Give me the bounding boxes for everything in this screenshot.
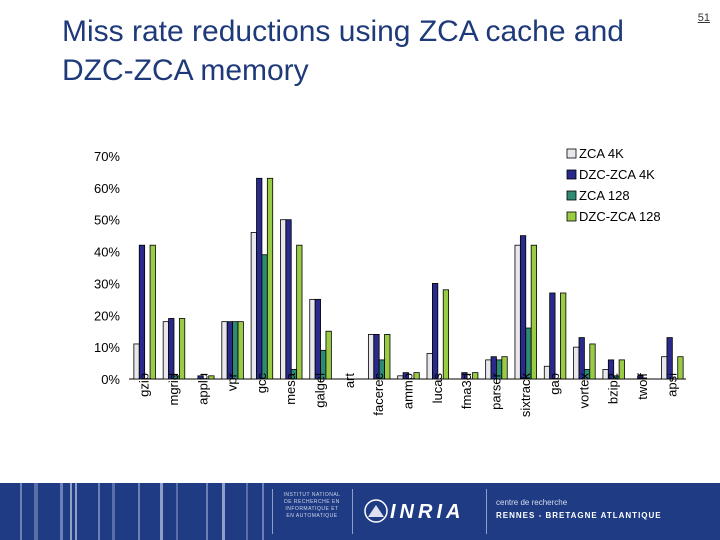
bar (514, 244, 521, 380)
bar (285, 219, 292, 380)
bar (226, 321, 234, 380)
y-tick-label: 70% (94, 149, 120, 164)
bar (256, 177, 263, 380)
x-tick-label: ammp (401, 373, 416, 409)
bar (309, 298, 316, 380)
bar (221, 321, 228, 380)
x-tick-label: gcc (254, 373, 269, 394)
bar (472, 372, 479, 380)
bar (442, 289, 450, 380)
footer-bar: INSTITUT NATIONAL DE RECHERCHE EN INFORM… (0, 483, 720, 540)
y-tick-label: 10% (94, 340, 120, 355)
x-tick-label: bzip2 (606, 373, 621, 404)
x-tick-label: apsi (664, 373, 679, 397)
y-tick-label: 20% (94, 308, 120, 323)
decorative-stripes (20, 483, 264, 540)
slide-title: Miss rate reductions using ZCA cache and… (62, 15, 624, 87)
footer-divider (352, 489, 353, 534)
x-tick-label: galgel (313, 373, 328, 408)
centre-name: RENNES - BRETAGNE ATLANTIQUE (496, 511, 662, 520)
footer-divider (486, 489, 487, 534)
bar (197, 375, 204, 380)
y-tick-label: 30% (94, 276, 120, 291)
bar (325, 330, 332, 380)
x-tick-label: mgrid (166, 373, 181, 406)
bar (296, 244, 303, 380)
inria-logo-icon (364, 499, 388, 523)
page-number: 51 (697, 12, 710, 24)
bar (618, 359, 625, 380)
centre-label: centre de recherche (496, 498, 568, 507)
x-tick-label: parser (488, 372, 503, 410)
bar (530, 244, 537, 380)
bar (208, 375, 215, 380)
bar (373, 333, 380, 380)
x-tick-label: fma3d (459, 373, 474, 409)
bar (666, 337, 673, 380)
x-tick-label: lucas (430, 373, 445, 404)
x-tick-label: art (342, 373, 357, 389)
bar (589, 343, 596, 380)
y-tick-label: 40% (94, 245, 120, 260)
bar (250, 232, 257, 380)
bar (138, 244, 146, 380)
institute-name: INSTITUT NATIONAL DE RECHERCHE EN INFORM… (283, 492, 341, 519)
bar (677, 356, 684, 380)
bar (384, 333, 391, 380)
bar (402, 372, 409, 380)
legend-swatch (566, 169, 577, 180)
bar (578, 337, 585, 380)
x-tick-label: gzip (137, 373, 152, 397)
y-tick-label: 60% (94, 181, 120, 196)
y-tick-label: 50% (94, 213, 120, 228)
bar (261, 254, 268, 380)
bar (162, 321, 169, 380)
bar (168, 318, 175, 380)
legend-label: ZCA 128 (579, 188, 630, 203)
x-tick-label: applu (195, 373, 210, 405)
x-tick-label: vortex (576, 373, 591, 409)
footer-divider (272, 489, 273, 534)
x-tick-label: twolf (635, 373, 650, 400)
x-tick-label: gap (547, 373, 562, 395)
bar (149, 244, 156, 380)
legend-label: ZCA 4K (579, 146, 624, 161)
bar (607, 359, 615, 380)
x-tick-label: vpr (225, 372, 240, 391)
bar (432, 283, 439, 380)
legend-label: DZC-ZCA 128 (579, 209, 661, 224)
bar (560, 292, 567, 380)
bar (525, 327, 532, 380)
bar (413, 372, 420, 380)
legend-swatch (566, 211, 577, 222)
bar (280, 219, 287, 380)
bar (501, 356, 508, 380)
bar (314, 298, 321, 380)
bar (178, 318, 186, 380)
bar (549, 292, 556, 380)
legend-swatch (566, 190, 577, 201)
y-tick-label: 0% (101, 372, 120, 387)
bar (237, 321, 244, 380)
bar (519, 235, 527, 380)
bar (637, 375, 644, 380)
legend-label: DZC-ZCA 4K (579, 167, 655, 182)
legend-swatch (566, 148, 577, 159)
bar (367, 333, 375, 380)
bar (232, 321, 239, 380)
x-tick-label: sixtrack (518, 373, 533, 418)
bar (461, 372, 468, 380)
brand-logotype: INRIA (390, 501, 465, 523)
x-tick-label: facerec (371, 373, 386, 416)
x-tick-label: mesa (283, 372, 298, 405)
bar (266, 177, 274, 380)
bar-chart: 0% 10% 20% 30% 40% 50% 60% 70% gzip mgrid applu vpr… (94, 146, 686, 418)
